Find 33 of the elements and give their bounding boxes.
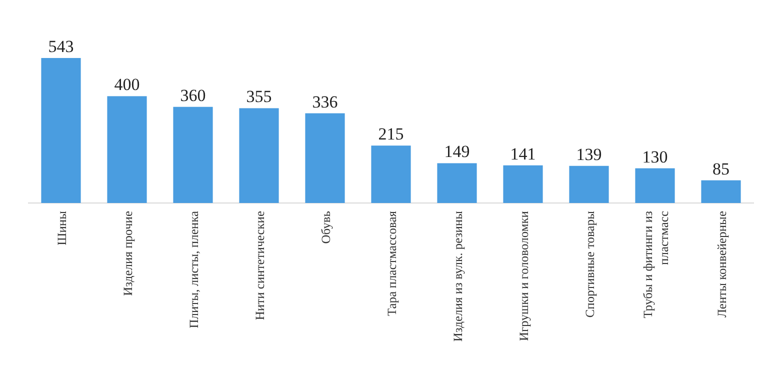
bar bbox=[107, 96, 147, 203]
x-tick-label: Обувь bbox=[319, 210, 333, 244]
x-tick-label: Ленты конвейерные bbox=[715, 210, 729, 318]
data-label: 360 bbox=[180, 86, 206, 105]
x-tick-label: Спортивные товары bbox=[583, 210, 597, 318]
bar bbox=[239, 108, 279, 203]
data-label: 139 bbox=[576, 144, 602, 164]
bar bbox=[569, 166, 609, 203]
data-label: 141 bbox=[510, 144, 536, 164]
x-tick-label: Шины bbox=[55, 210, 69, 246]
x-tick-label: Изделия из вулк. резины bbox=[451, 210, 465, 342]
bar bbox=[437, 163, 477, 203]
data-label: 215 bbox=[378, 124, 404, 144]
data-label: 85 bbox=[712, 159, 730, 178]
x-tick-label: Игрушки и головоломки bbox=[517, 210, 531, 342]
bar bbox=[305, 113, 345, 203]
x-tick-label: Изделия прочие bbox=[121, 210, 135, 296]
bar bbox=[635, 168, 675, 203]
x-tick-label: Тара пластмассовая bbox=[385, 210, 399, 316]
bar bbox=[503, 165, 543, 203]
bar bbox=[173, 106, 213, 203]
x-tick-label: Трубы и фитинги из пластмасс bbox=[641, 210, 671, 318]
x-tick-label: Плиты, листы, пленка bbox=[187, 210, 201, 328]
data-label: 543 bbox=[48, 37, 74, 56]
bar bbox=[371, 146, 411, 203]
data-label: 336 bbox=[312, 92, 338, 112]
bar bbox=[701, 180, 741, 203]
bar bbox=[41, 58, 81, 203]
data-label: 355 bbox=[246, 87, 272, 106]
data-label: 130 bbox=[642, 147, 668, 166]
data-label: 149 bbox=[444, 142, 470, 162]
data-label: 400 bbox=[114, 75, 140, 94]
x-tick-label: Нити синтетические bbox=[253, 210, 267, 320]
